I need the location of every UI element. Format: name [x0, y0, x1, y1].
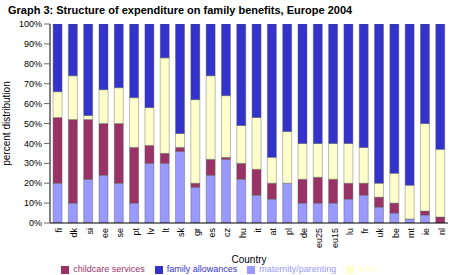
- svg-text:100%: 100%: [19, 20, 42, 29]
- svg-text:uk: uk: [376, 228, 386, 238]
- svg-text:50%: 50%: [24, 119, 42, 129]
- svg-text:40%: 40%: [24, 139, 42, 149]
- html-text:family allowances: family allowances: [166, 264, 238, 274]
- html-text:maternity/parenting: maternity/parenting: [259, 264, 337, 274]
- svg-text:70%: 70%: [24, 79, 42, 89]
- svg-text:10%: 10%: [24, 198, 42, 208]
- svg-text:fr: fr: [360, 228, 370, 234]
- svg-text:be: be: [391, 228, 401, 238]
- svg-text:eu15: eu15: [330, 228, 340, 248]
- svg-text:0%: 0%: [29, 218, 42, 228]
- svg-text:si: si: [85, 228, 95, 235]
- html-text:other: other: [358, 264, 379, 274]
- svg-text:percent distribution: percent distribution: [8, 81, 12, 166]
- svg-text:fi: fi: [54, 228, 64, 233]
- svg-text:mt: mt: [406, 228, 416, 238]
- html-text:childcare services: childcare services: [73, 264, 145, 274]
- svg-text:ie: ie: [421, 228, 431, 235]
- svg-text:lt: lt: [161, 228, 171, 233]
- svg-text:hu: hu: [238, 228, 248, 238]
- svg-text:de: de: [299, 228, 309, 238]
- svg-text:30%: 30%: [24, 158, 42, 168]
- svg-text:at: at: [268, 228, 278, 236]
- svg-text:pl: pl: [284, 228, 294, 235]
- svg-text:it: it: [253, 228, 263, 233]
- svg-text:60%: 60%: [24, 99, 42, 109]
- svg-text:ee: ee: [100, 228, 110, 238]
- svg-text:se: se: [115, 228, 125, 238]
- svg-text:eu25: eu25: [314, 228, 324, 248]
- svg-text:Country: Country: [231, 254, 266, 265]
- svg-text:dk: dk: [69, 228, 79, 238]
- svg-text:lu: lu: [345, 228, 355, 235]
- svg-text:20%: 20%: [24, 178, 42, 188]
- svg-text:pt: pt: [131, 228, 141, 236]
- svg-text:90%: 90%: [24, 39, 42, 49]
- svg-text:lv: lv: [146, 228, 156, 235]
- svg-text:80%: 80%: [24, 59, 42, 69]
- svg-text:sk: sk: [177, 228, 187, 238]
- svg-text:gr: gr: [192, 228, 202, 236]
- html-text:Graph 3: Structure of expendit: Graph 3: Structure of expenditure on fam…: [8, 4, 353, 16]
- svg-text:es: es: [207, 228, 217, 238]
- svg-text:cz: cz: [222, 228, 232, 238]
- svg-text:nl: nl: [437, 228, 447, 235]
